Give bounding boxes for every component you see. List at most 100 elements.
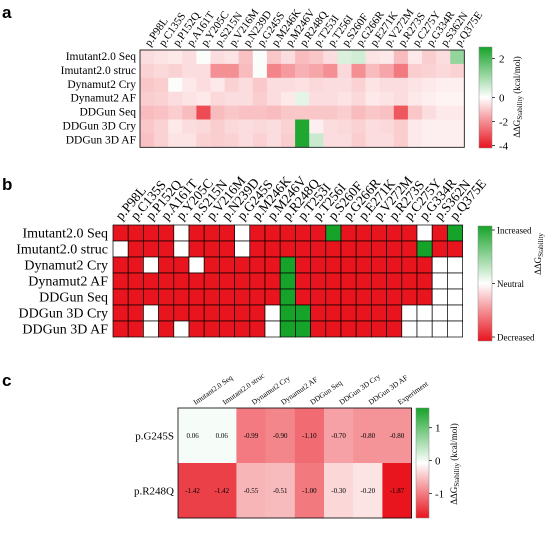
heatmap-cell [249, 240, 266, 258]
heatmap-cell [281, 63, 296, 79]
heatmap-cell [382, 463, 412, 519]
heatmap-cell [281, 91, 296, 106]
heatmap-cell [279, 304, 296, 322]
heatmap-cell [447, 320, 463, 338]
heatmap-cell [196, 91, 211, 106]
heatmap-cell [295, 256, 311, 274]
heatmap-cell [279, 224, 296, 242]
heatmap-cell [234, 224, 251, 242]
heatmap-cell [182, 119, 197, 134]
cell-value-label: -0.80 [361, 432, 376, 440]
heatmap-cell [238, 133, 254, 148]
heatmap-cell [203, 224, 220, 242]
heatmap-cell [450, 91, 465, 106]
heatmap-cell [309, 133, 324, 148]
heatmap-cell [295, 119, 310, 134]
row-label: Imutant2.0 Seq [66, 51, 137, 63]
heatmap-cell [112, 288, 129, 306]
heatmap-cell [393, 133, 409, 148]
cell-value-label: 0.06 [216, 432, 229, 440]
heatmap-cell [450, 63, 465, 79]
colorbar-title: ΔΔGStability (kcal/mol) [449, 423, 461, 505]
heatmap-cell [351, 91, 366, 106]
heatmap-cell [264, 240, 281, 258]
heatmap-cell [393, 77, 409, 92]
heatmap-cell [234, 272, 251, 290]
heatmap-cell [249, 256, 266, 274]
heatmap-cell [112, 304, 129, 322]
heatmap-cell [219, 288, 235, 306]
heatmap-cell [436, 105, 451, 120]
heatmap-cell [249, 320, 266, 338]
cell-value-label: -1.00 [302, 487, 317, 495]
heatmap-cell [355, 304, 372, 322]
heatmap-cell [266, 105, 282, 120]
heatmap-cell [325, 240, 342, 258]
heatmap-cell [154, 91, 169, 106]
heatmap-cell [264, 256, 281, 274]
heatmap-cell [112, 256, 129, 274]
heatmap-cell [168, 119, 183, 134]
heatmap-cell [266, 50, 282, 65]
heatmap-cell [182, 63, 197, 79]
heatmap-cell [281, 105, 296, 120]
heatmap-cell [249, 304, 266, 322]
heatmap-cell [295, 240, 311, 258]
heatmap-cell [182, 133, 197, 148]
colorbar-tick-label: Decreased [497, 333, 535, 343]
heatmap-cell [127, 304, 144, 322]
colorbar-tick-label: -1 [435, 488, 444, 500]
cell-value-label: -1.87 [390, 487, 405, 495]
heatmap-cell [431, 304, 448, 322]
heatmap-cell [323, 63, 338, 79]
heatmap-cell [355, 224, 372, 242]
heatmap-cell [266, 119, 282, 134]
heatmap-cell [431, 288, 448, 306]
heatmap-cell [188, 224, 205, 242]
heatmap-cell [168, 50, 183, 65]
heatmap-cell [365, 133, 380, 148]
heatmap-cell [279, 240, 296, 258]
heatmap-cell [143, 304, 159, 322]
heatmap-cell [224, 133, 239, 148]
heatmap-cell [351, 50, 366, 65]
heatmap-cell [158, 304, 175, 322]
heatmap-cell [431, 240, 448, 258]
heatmap-cell [294, 463, 325, 519]
heatmap-cell [431, 320, 448, 338]
heatmap-cell [158, 224, 175, 242]
heatmap-cell [224, 63, 239, 79]
heatmap-cell [337, 105, 352, 120]
heatmap-cell [210, 77, 225, 92]
heatmap-cell [393, 63, 409, 79]
row-label: Dynamut2 AF [28, 274, 108, 289]
row-label: DDGun Seq [79, 107, 136, 119]
heatmap-cell [238, 119, 254, 134]
heatmap-cell [182, 77, 197, 92]
heatmap-cell [210, 91, 225, 106]
heatmap-cell [143, 288, 159, 306]
heatmap-cell [264, 272, 281, 290]
heatmap-cell [143, 320, 159, 338]
heatmap-cell [416, 256, 433, 274]
colorbar-tick-label: 1 [435, 423, 441, 435]
heatmap-cell [310, 272, 327, 290]
heatmap-cell [264, 320, 281, 338]
heatmap-border [139, 49, 465, 148]
heatmap-cell [143, 240, 159, 258]
heatmap-cell [447, 288, 463, 306]
heatmap-cell [340, 288, 357, 306]
row-label: Dynamut2 AF [71, 93, 137, 105]
heatmap-cell [234, 240, 251, 258]
heatmap-cell [224, 50, 239, 65]
row-label: DDGun 3D Cry [63, 121, 137, 133]
heatmap-cell [353, 408, 383, 464]
heatmap-cell [386, 240, 403, 258]
heatmap-cell [168, 105, 183, 120]
heatmap-cell [238, 91, 254, 106]
heatmap-cell [386, 320, 403, 338]
heatmap-cell [234, 256, 251, 274]
heatmap-cell [371, 256, 387, 274]
heatmap-cell [337, 77, 352, 92]
heatmap-cell [112, 224, 129, 242]
